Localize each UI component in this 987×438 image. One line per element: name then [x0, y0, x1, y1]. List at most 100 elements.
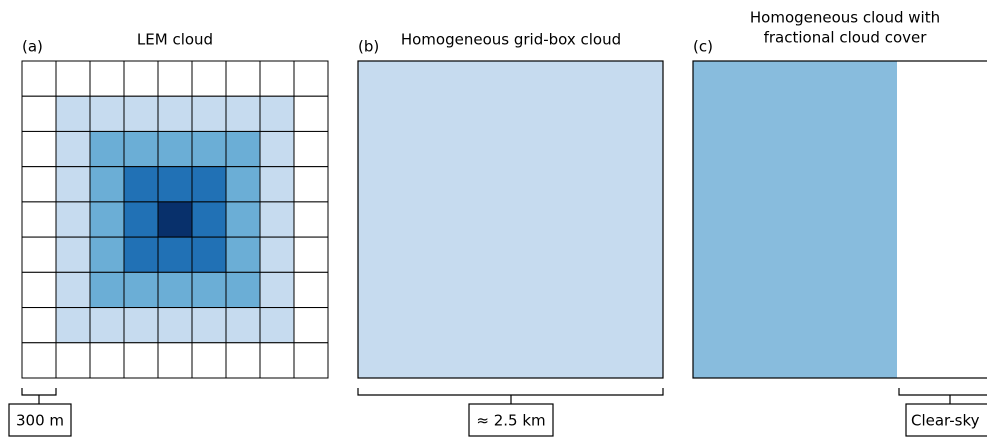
grid-cell — [55, 166, 91, 203]
grid-cell — [157, 307, 193, 344]
grid-cell — [89, 166, 125, 203]
grid-cell — [157, 130, 193, 168]
grid-cell — [123, 236, 159, 273]
grid-cell — [123, 60, 159, 97]
grid-cell — [259, 271, 295, 309]
grid-cell — [225, 130, 261, 168]
panel-title: Homogeneous grid-box cloud — [401, 31, 621, 49]
grid-cell — [191, 95, 227, 132]
grid-cell — [21, 130, 57, 168]
grid-cell — [55, 201, 91, 238]
grid-cell — [259, 201, 295, 238]
grid-cell — [191, 201, 227, 238]
grid-cell — [89, 201, 125, 238]
grid-cell — [191, 60, 227, 97]
grid-cell — [191, 130, 227, 168]
grid-cell — [225, 201, 261, 238]
panel-letter: (c) — [693, 38, 713, 56]
homogeneous-box — [357, 60, 664, 379]
grid-cell — [191, 166, 227, 203]
grid-cell — [293, 236, 329, 273]
grid-cell — [89, 236, 125, 273]
grid-cell — [21, 95, 57, 132]
grid-cell — [293, 271, 329, 309]
grid-cell — [293, 307, 329, 344]
grid-cell — [225, 166, 261, 203]
label-box — [468, 403, 554, 437]
grid-cell — [293, 201, 329, 238]
scale-bracket — [898, 388, 987, 404]
grid-cell — [191, 271, 227, 309]
grid-cell — [225, 342, 261, 379]
grid-cell — [259, 166, 295, 203]
scale-label: 300 m — [16, 412, 64, 430]
grid-cell — [55, 236, 91, 273]
scale-bracket — [357, 388, 664, 404]
grid-cell — [293, 60, 329, 97]
panel-title: Homogeneous cloud with — [750, 9, 940, 27]
grid-cell — [55, 271, 91, 309]
grid-cell — [157, 236, 193, 273]
panel-title: fractional cloud cover — [764, 29, 928, 47]
grid-cell — [191, 342, 227, 379]
grid-cell — [157, 271, 193, 309]
scale-label: ≈ 2.5 km — [476, 412, 545, 430]
label-box — [8, 403, 72, 437]
grid-cell — [157, 166, 193, 203]
cloudy-fraction — [693, 61, 897, 378]
grid-cell — [259, 95, 295, 132]
grid-cell — [259, 307, 295, 344]
grid-cell — [89, 271, 125, 309]
grid-cell — [123, 95, 159, 132]
grid-cell — [21, 271, 57, 309]
grid-cell — [123, 201, 159, 238]
scale-bracket — [21, 388, 57, 404]
grid-cell — [157, 60, 193, 97]
grid-cell — [293, 342, 329, 379]
grid-cell — [89, 130, 125, 168]
grid-cell — [259, 130, 295, 168]
grid-cell — [55, 95, 91, 132]
grid-cell — [191, 307, 227, 344]
grid-cell — [123, 130, 159, 168]
lem-grid — [21, 60, 329, 379]
grid-cell — [225, 95, 261, 132]
grid-cell — [191, 236, 227, 273]
grid-cell — [21, 236, 57, 273]
panel-letter: (a) — [22, 38, 43, 56]
grid-cell — [225, 307, 261, 344]
grid-cell — [259, 236, 295, 273]
fractional-box — [692, 60, 987, 379]
grid-cell — [225, 236, 261, 273]
grid-cell — [55, 60, 91, 97]
grid-cell — [21, 166, 57, 203]
grid-cell — [157, 201, 193, 238]
grid-cell — [123, 166, 159, 203]
grid-cell — [225, 271, 261, 309]
grid-cell — [21, 342, 57, 379]
grid-cell — [89, 307, 125, 344]
grid-cell — [55, 342, 91, 379]
grid-cell — [21, 60, 57, 97]
grid-cell — [259, 60, 295, 97]
grid-cell — [293, 95, 329, 132]
label-box — [905, 403, 987, 437]
grid-cell — [89, 95, 125, 132]
grid-cell — [259, 342, 295, 379]
grid-cell — [21, 201, 57, 238]
scale-label: Clear-sky — [911, 412, 980, 430]
grid-cell — [157, 95, 193, 132]
grid-cell — [55, 130, 91, 168]
grid-cell — [225, 60, 261, 97]
grid-cell — [55, 307, 91, 344]
grid-cell — [157, 342, 193, 379]
grid-cell — [89, 60, 125, 97]
grid-cell — [123, 307, 159, 344]
grid-cell — [293, 130, 329, 168]
grid-cell — [123, 271, 159, 309]
panel-title: LEM cloud — [137, 31, 213, 49]
panel-letter: (b) — [358, 38, 379, 56]
grid-cell — [89, 342, 125, 379]
grid-cell — [21, 307, 57, 344]
